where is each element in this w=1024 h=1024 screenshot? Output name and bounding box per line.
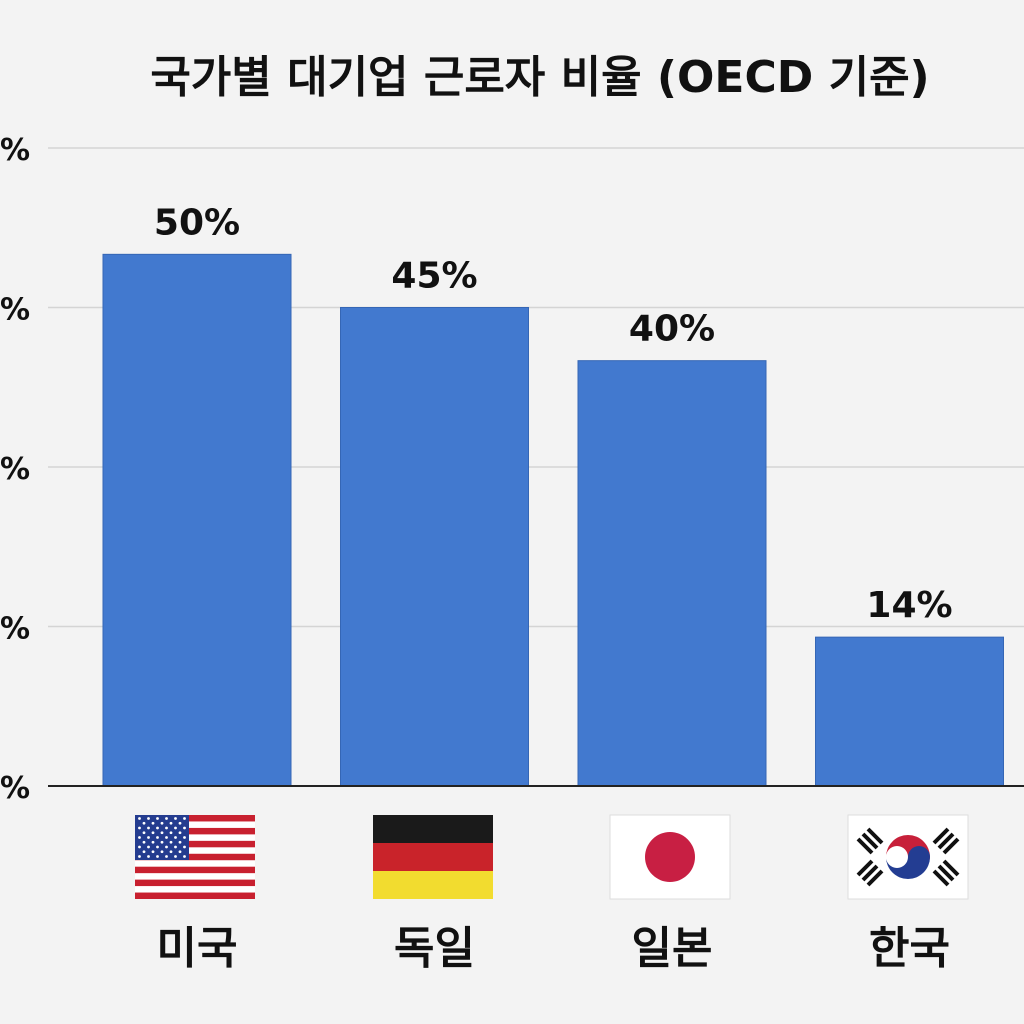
category-label: 일본: [632, 923, 713, 974]
data-labels: 50% 45% 40% 14%: [154, 202, 953, 626]
japan-flag-icon: [609, 814, 731, 900]
y-tick-label: %: [0, 771, 30, 806]
y-tick-label: %: [0, 452, 30, 487]
data-label: 14%: [866, 585, 952, 626]
bars: [102, 253, 1004, 787]
korea-flag-icon: [847, 814, 969, 900]
y-axis-tick-labels: %%%%%: [0, 133, 30, 806]
bar-2: [340, 307, 529, 787]
category-label: 미국: [157, 923, 238, 974]
y-tick-label: %: [0, 612, 30, 647]
data-label: 40%: [629, 309, 715, 350]
data-label: 45%: [391, 256, 477, 297]
chart-title: 국가별 대기업 근로자 비율 (OECD 기준): [150, 52, 929, 103]
category-label: 한국: [869, 923, 950, 974]
bar-1: [102, 253, 292, 787]
bar-4: [815, 636, 1004, 787]
category-label: 독일: [394, 923, 475, 974]
bar-3: [577, 360, 767, 787]
germany-flag-icon: [373, 815, 493, 899]
us-flag-icon: [135, 815, 255, 899]
y-tick-label: %: [0, 293, 30, 328]
y-tick-label: %: [0, 133, 30, 168]
category-labels: 미국 독일 일본 한국: [157, 923, 950, 974]
data-label: 50%: [154, 202, 240, 243]
